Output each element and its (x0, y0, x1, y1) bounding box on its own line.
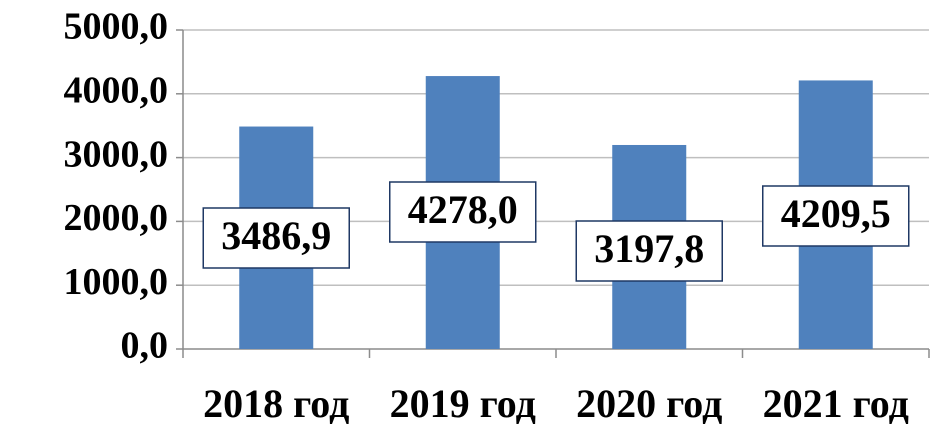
y-tick-label: 1000,0 (64, 261, 169, 303)
x-tick-label: 2019 год (390, 381, 536, 426)
x-tick-label: 2021 год (763, 381, 909, 426)
data-label: 3197,8 (594, 226, 704, 271)
data-label: 4209,5 (781, 191, 891, 236)
x-tick-label: 2020 год (576, 381, 722, 426)
data-label-box (575, 220, 723, 282)
data-label-box (762, 185, 910, 247)
y-tick-label: 5000,0 (64, 6, 169, 48)
x-tick-label: 2018 год (203, 381, 349, 426)
y-tick-label: 4000,0 (64, 70, 169, 112)
data-label: 3486,9 (221, 213, 331, 258)
data-label-box (389, 181, 537, 243)
y-tick-label: 3000,0 (64, 133, 169, 175)
y-tick-label: 0,0 (121, 325, 169, 367)
data-label: 4278,0 (408, 187, 518, 232)
y-tick-label: 2000,0 (64, 197, 169, 239)
data-label-box (202, 207, 350, 269)
